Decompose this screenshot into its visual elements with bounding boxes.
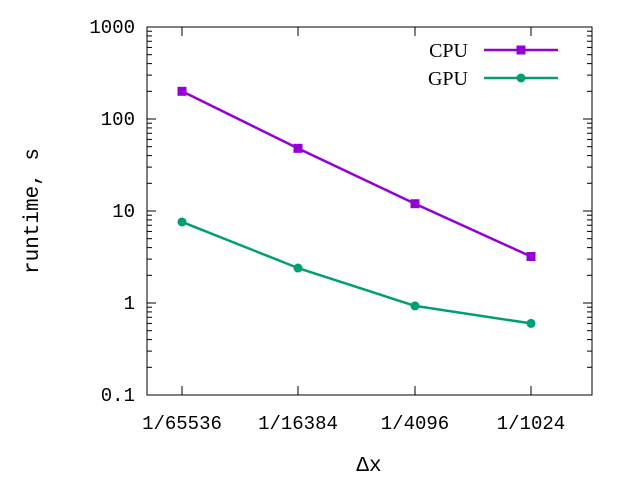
y-axis-label: runtime, s bbox=[22, 148, 45, 274]
cpu-point bbox=[526, 252, 536, 262]
x-axis-ticks: 1/65536 1/16384 1/4096 1/1024 bbox=[142, 27, 565, 435]
y-tick-label: 0.1 bbox=[101, 385, 135, 407]
gpu-legend-marker bbox=[516, 73, 526, 83]
cpu-point bbox=[177, 86, 187, 96]
y-tick-label: 10 bbox=[112, 201, 135, 223]
legend: CPU GPU bbox=[428, 40, 558, 90]
y-tick-label: 1000 bbox=[89, 17, 135, 39]
cpu-point bbox=[293, 143, 303, 153]
cpu-legend-marker bbox=[516, 45, 526, 55]
x-tick-label: 1/1024 bbox=[497, 413, 565, 435]
x-axis-label: Δx bbox=[356, 455, 381, 478]
y-tick-label: 100 bbox=[101, 109, 135, 131]
series-layer bbox=[177, 86, 536, 328]
cpu-point bbox=[410, 199, 420, 209]
gpu-point bbox=[177, 217, 187, 227]
x-tick-label: 1/4096 bbox=[381, 413, 449, 435]
gpu-legend-label: GPU bbox=[428, 68, 469, 90]
x-tick-label: 1/16384 bbox=[258, 413, 338, 435]
gpu-point bbox=[410, 301, 420, 311]
y-axis-ticks: 0.1 1 10 100 1000 bbox=[89, 17, 592, 407]
y-tick-label: 1 bbox=[124, 293, 135, 315]
cpu-legend-label: CPU bbox=[429, 40, 468, 62]
plot-border bbox=[146, 26, 593, 396]
gpu-point bbox=[526, 318, 536, 328]
x-tick-label: 1/65536 bbox=[142, 413, 222, 435]
cpu-series-line bbox=[181, 90, 532, 258]
gpu-point bbox=[293, 263, 303, 273]
gpu-series-line bbox=[181, 220, 532, 325]
